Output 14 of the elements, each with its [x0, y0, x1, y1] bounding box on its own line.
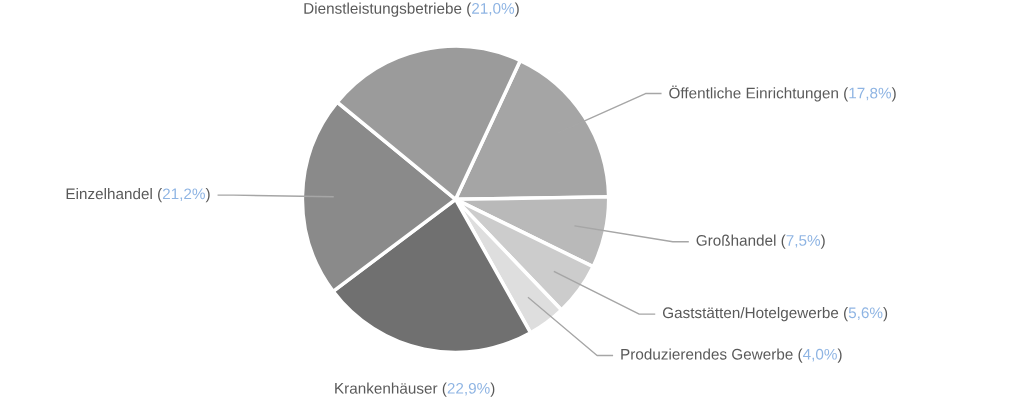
slice-label: Gaststätten/Hotelgewerbe [662, 306, 839, 322]
data-label: (22,9%) [442, 382, 495, 397]
data-label: (21,0%) [467, 2, 519, 17]
slice-label: Produzierendes Gewerbe [621, 348, 793, 360]
slice-label: Einzelhandel [66, 188, 152, 200]
slice-label: Dienstleistungsbetriebe [304, 2, 462, 17]
slice-label: Öffentliche Einrichtungen [669, 85, 838, 102]
data-label: (17,8%) [844, 87, 896, 102]
data-label: (4,0%) [798, 348, 842, 363]
data-label: (21,2%) [158, 188, 210, 203]
data-label: (7,5%) [781, 234, 825, 249]
data-label: (5,6%) [844, 306, 888, 322]
slice-label: Großhandel [696, 234, 776, 246]
slice-label: Krankenhäuser [335, 382, 438, 394]
